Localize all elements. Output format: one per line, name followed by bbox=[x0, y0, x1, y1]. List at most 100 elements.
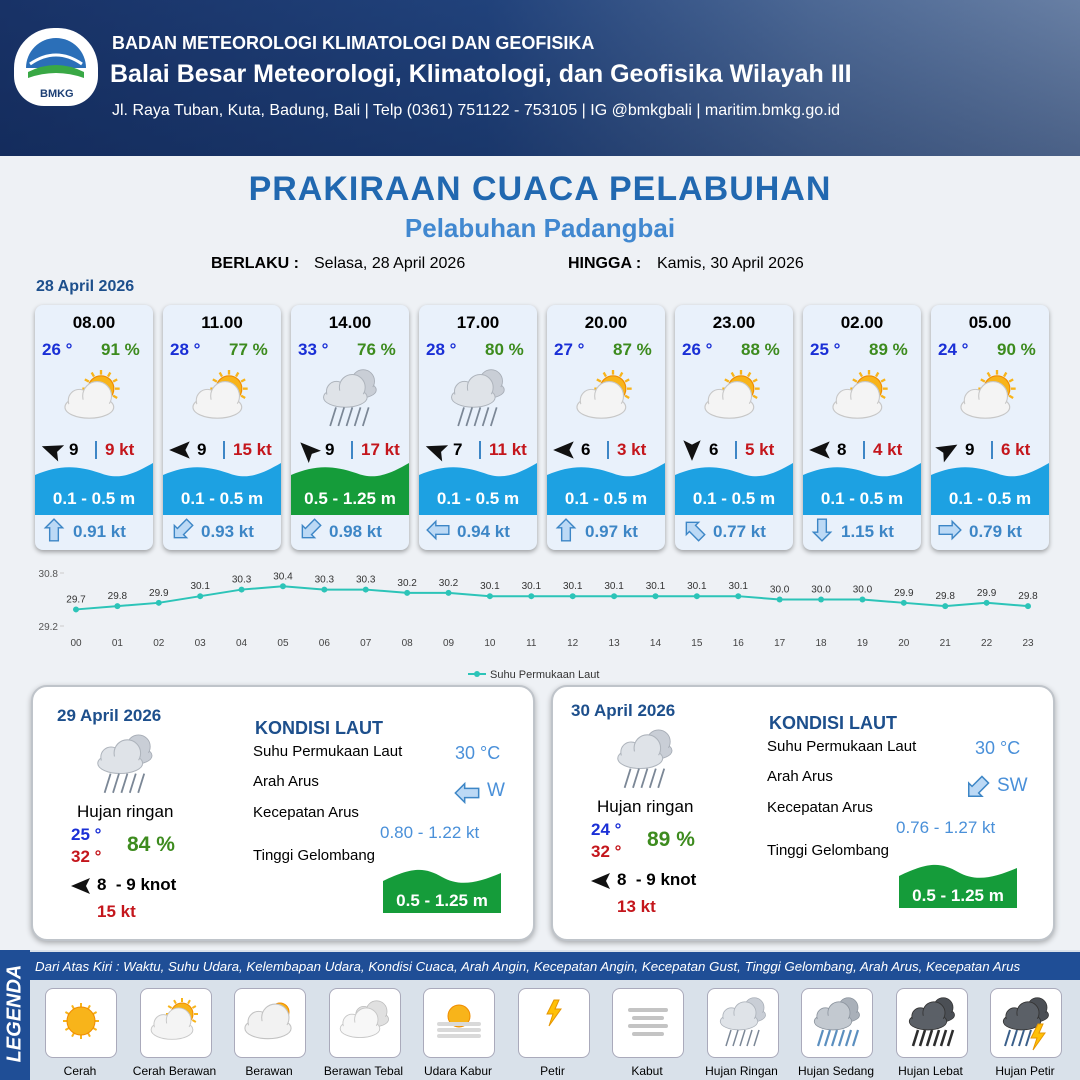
icon-part bbox=[98, 756, 142, 773]
icon-part bbox=[731, 1029, 739, 1047]
legend-icon-box bbox=[706, 988, 779, 1058]
x-tick-label: 15 bbox=[691, 638, 703, 649]
icon-part bbox=[425, 445, 449, 462]
forecast-card: 05.00 24 ° 90 % 9 6 kt 0.1 - 0.5 m 0.79 kt bbox=[931, 305, 1049, 550]
sst-point bbox=[486, 593, 493, 600]
icon-part bbox=[640, 768, 649, 789]
weather-icon bbox=[146, 993, 206, 1051]
icon-part bbox=[167, 1005, 172, 1009]
forecast-card: 17.00 28 ° 80 % 7 11 kt 0.1 - 0.5 m 0.94 kt bbox=[419, 305, 537, 550]
icon-part bbox=[26, 38, 86, 68]
icon-part bbox=[383, 869, 501, 913]
icon-part bbox=[931, 463, 1049, 515]
current-dir: W bbox=[487, 780, 505, 801]
legend-label: Suhu Permukaan Laut bbox=[490, 669, 599, 681]
day-panel: 29 April 2026 Hujan ringan 25 ° 32 ° 84 % 8 -… bbox=[31, 685, 535, 941]
legend-icon-box bbox=[139, 988, 212, 1058]
icon-part bbox=[624, 394, 630, 400]
icon-part bbox=[1002, 997, 1049, 1051]
temp-min: 25 ° bbox=[71, 825, 102, 844]
air-temp: 28 ° bbox=[170, 340, 201, 359]
icon-part bbox=[724, 1029, 732, 1047]
legend-strip bbox=[0, 950, 30, 1080]
sst-point bbox=[279, 583, 286, 590]
sea-label: Tinggi Gelombang bbox=[767, 842, 890, 859]
forecast-card: 11.00 28 ° 77 % 9 15 kt 0.1 - 0.5 m 0.93 kt bbox=[163, 305, 281, 550]
icon-part bbox=[244, 1003, 292, 1040]
wind-speed: 8 - 9 knot bbox=[617, 870, 697, 889]
icon-part bbox=[1018, 1029, 1025, 1047]
value-label: 29.9 bbox=[894, 588, 914, 599]
icon-part bbox=[240, 394, 246, 400]
icon-part bbox=[803, 463, 921, 515]
agency-name: BADAN METEOROLOGI KLIMATOLOGI DAN GEOFIS… bbox=[112, 33, 595, 53]
weather-icon bbox=[240, 993, 300, 1051]
wave-height: 0.1 - 0.5 m bbox=[820, 489, 904, 508]
value-label: 30.4 bbox=[273, 571, 293, 582]
wind-speed: 9 bbox=[325, 440, 335, 459]
current-speed: 0.94 kt bbox=[457, 522, 510, 541]
icon-part bbox=[163, 463, 281, 515]
icon-part bbox=[244, 1002, 292, 1040]
weather-icon bbox=[827, 365, 897, 431]
header-overlay bbox=[0, 0, 1080, 156]
icon-part bbox=[426, 519, 450, 541]
icon-part bbox=[811, 518, 833, 542]
icon-part bbox=[84, 378, 90, 383]
icon-part bbox=[591, 873, 610, 889]
wave-height: 0.1 - 0.5 m bbox=[948, 489, 1032, 508]
icon-part bbox=[451, 369, 505, 427]
humidity: 90 % bbox=[997, 340, 1036, 359]
time: 11.00 bbox=[201, 313, 243, 332]
legend-icon-box bbox=[895, 988, 968, 1058]
icon-part bbox=[813, 997, 860, 1047]
icon-part bbox=[212, 378, 218, 383]
icon-part bbox=[946, 1029, 954, 1047]
sea-label: Kecepatan Arus bbox=[767, 799, 873, 816]
icon-part bbox=[547, 463, 665, 515]
icon-part bbox=[87, 1032, 91, 1038]
icon-part bbox=[623, 768, 632, 789]
sst-point bbox=[73, 606, 79, 613]
icon-part bbox=[43, 518, 65, 542]
sst-point bbox=[900, 599, 907, 606]
icon-part bbox=[426, 519, 450, 541]
icon-part bbox=[169, 441, 190, 459]
sea-label: Kecepatan Arus bbox=[253, 804, 359, 821]
sea-heading: KONDISI LAUT bbox=[255, 718, 383, 738]
value-label: 29.7 bbox=[66, 594, 86, 605]
current-arrow bbox=[425, 517, 451, 543]
icon-part bbox=[301, 518, 322, 539]
legend-label: Cerah bbox=[63, 1064, 97, 1078]
x-tick-label: 13 bbox=[609, 638, 621, 649]
icon-part bbox=[97, 739, 144, 774]
value-label: 30.1 bbox=[190, 581, 210, 592]
icon-part bbox=[803, 463, 921, 515]
icon-part bbox=[137, 773, 146, 794]
weather-icon bbox=[996, 993, 1056, 1051]
legend-label: Kabut bbox=[631, 1064, 663, 1078]
wind-arrow bbox=[423, 437, 449, 463]
sst-point bbox=[238, 586, 245, 593]
value-label: 29.8 bbox=[1018, 591, 1038, 602]
separator bbox=[863, 441, 865, 459]
sst: 30 °C bbox=[455, 743, 501, 763]
icon-part bbox=[245, 1020, 291, 1038]
x-tick-label: 04 bbox=[236, 638, 248, 649]
legend-icon-box bbox=[990, 988, 1062, 1058]
icon-part bbox=[844, 1029, 853, 1047]
sst-point bbox=[404, 589, 411, 596]
icon-part bbox=[811, 518, 833, 542]
icon-part bbox=[128, 773, 137, 794]
wind-speed: 6 bbox=[709, 440, 719, 459]
air-temp: 24 ° bbox=[938, 340, 969, 359]
icon-part bbox=[291, 463, 409, 515]
icon-part bbox=[624, 378, 630, 383]
icon-part bbox=[218, 371, 224, 378]
gust: 3 kt bbox=[617, 440, 647, 459]
weather-icon bbox=[51, 993, 111, 1051]
icon-part bbox=[617, 729, 673, 789]
forecast-card: 08.00 26 ° 91 % 9 9 kt 0.1 - 0.5 m 0.91 kt bbox=[35, 305, 153, 550]
icon-part bbox=[851, 1029, 860, 1047]
